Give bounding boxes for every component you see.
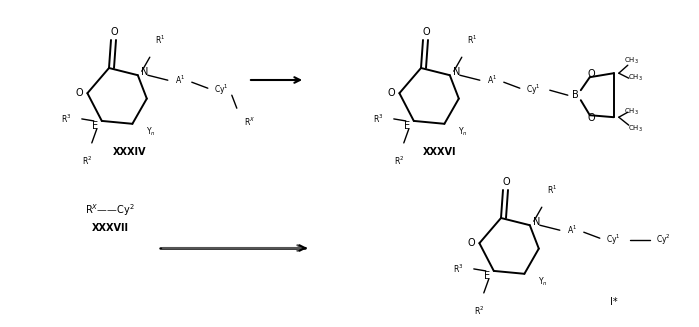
Text: R$^{1}$: R$^{1}$ <box>154 34 165 46</box>
Text: CH$_3$: CH$_3$ <box>628 73 643 83</box>
Text: R$^{1}$: R$^{1}$ <box>547 184 557 197</box>
Text: R$^{2}$: R$^{2}$ <box>82 155 92 167</box>
Text: A$^{1}$: A$^{1}$ <box>487 74 497 86</box>
Text: Y$_n$: Y$_n$ <box>458 126 468 138</box>
Text: Y$_n$: Y$_n$ <box>145 126 155 138</box>
Text: I*: I* <box>610 297 618 307</box>
Text: CH$_3$: CH$_3$ <box>624 56 640 66</box>
Text: Cy$^{2}$: Cy$^{2}$ <box>656 233 671 248</box>
Text: E: E <box>92 121 98 131</box>
Text: XXXVII: XXXVII <box>92 223 129 233</box>
Text: R$^{X}$: R$^{X}$ <box>244 116 255 129</box>
Text: B: B <box>572 90 579 100</box>
Text: O: O <box>502 177 510 187</box>
Text: O: O <box>110 27 118 37</box>
Text: O: O <box>422 27 430 37</box>
Text: E: E <box>404 121 410 131</box>
Text: N: N <box>141 67 148 77</box>
Text: XXXIV: XXXIV <box>113 147 147 157</box>
Text: XXXVI: XXXVI <box>424 147 456 157</box>
Text: N: N <box>453 67 461 77</box>
Text: E: E <box>484 271 490 281</box>
Text: O: O <box>588 113 596 123</box>
Text: O: O <box>75 88 83 98</box>
Text: R$^{2}$: R$^{2}$ <box>394 155 404 167</box>
Text: A$^{1}$: A$^{1}$ <box>175 74 185 86</box>
Text: O: O <box>588 69 596 79</box>
Text: R$^{3}$: R$^{3}$ <box>373 113 383 125</box>
Text: Cy$^{1}$: Cy$^{1}$ <box>607 233 621 248</box>
Text: R$^{3}$: R$^{3}$ <box>61 113 71 125</box>
Text: CH$_3$: CH$_3$ <box>624 107 640 117</box>
Text: R$^{X}$——Cy$^{2}$: R$^{X}$——Cy$^{2}$ <box>85 202 135 218</box>
Text: CH$_3$: CH$_3$ <box>628 124 643 134</box>
Text: R$^{2}$: R$^{2}$ <box>474 305 484 317</box>
Text: N: N <box>533 217 540 227</box>
Text: R$^{1}$: R$^{1}$ <box>467 34 477 46</box>
Text: Cy$^{1}$: Cy$^{1}$ <box>215 83 229 97</box>
Text: R$^{3}$: R$^{3}$ <box>452 263 463 275</box>
Text: Y$_n$: Y$_n$ <box>538 276 547 288</box>
Text: O: O <box>387 88 395 98</box>
Text: O: O <box>468 238 475 248</box>
Text: Cy$^{1}$: Cy$^{1}$ <box>526 83 541 97</box>
Text: A$^{1}$: A$^{1}$ <box>567 224 577 236</box>
